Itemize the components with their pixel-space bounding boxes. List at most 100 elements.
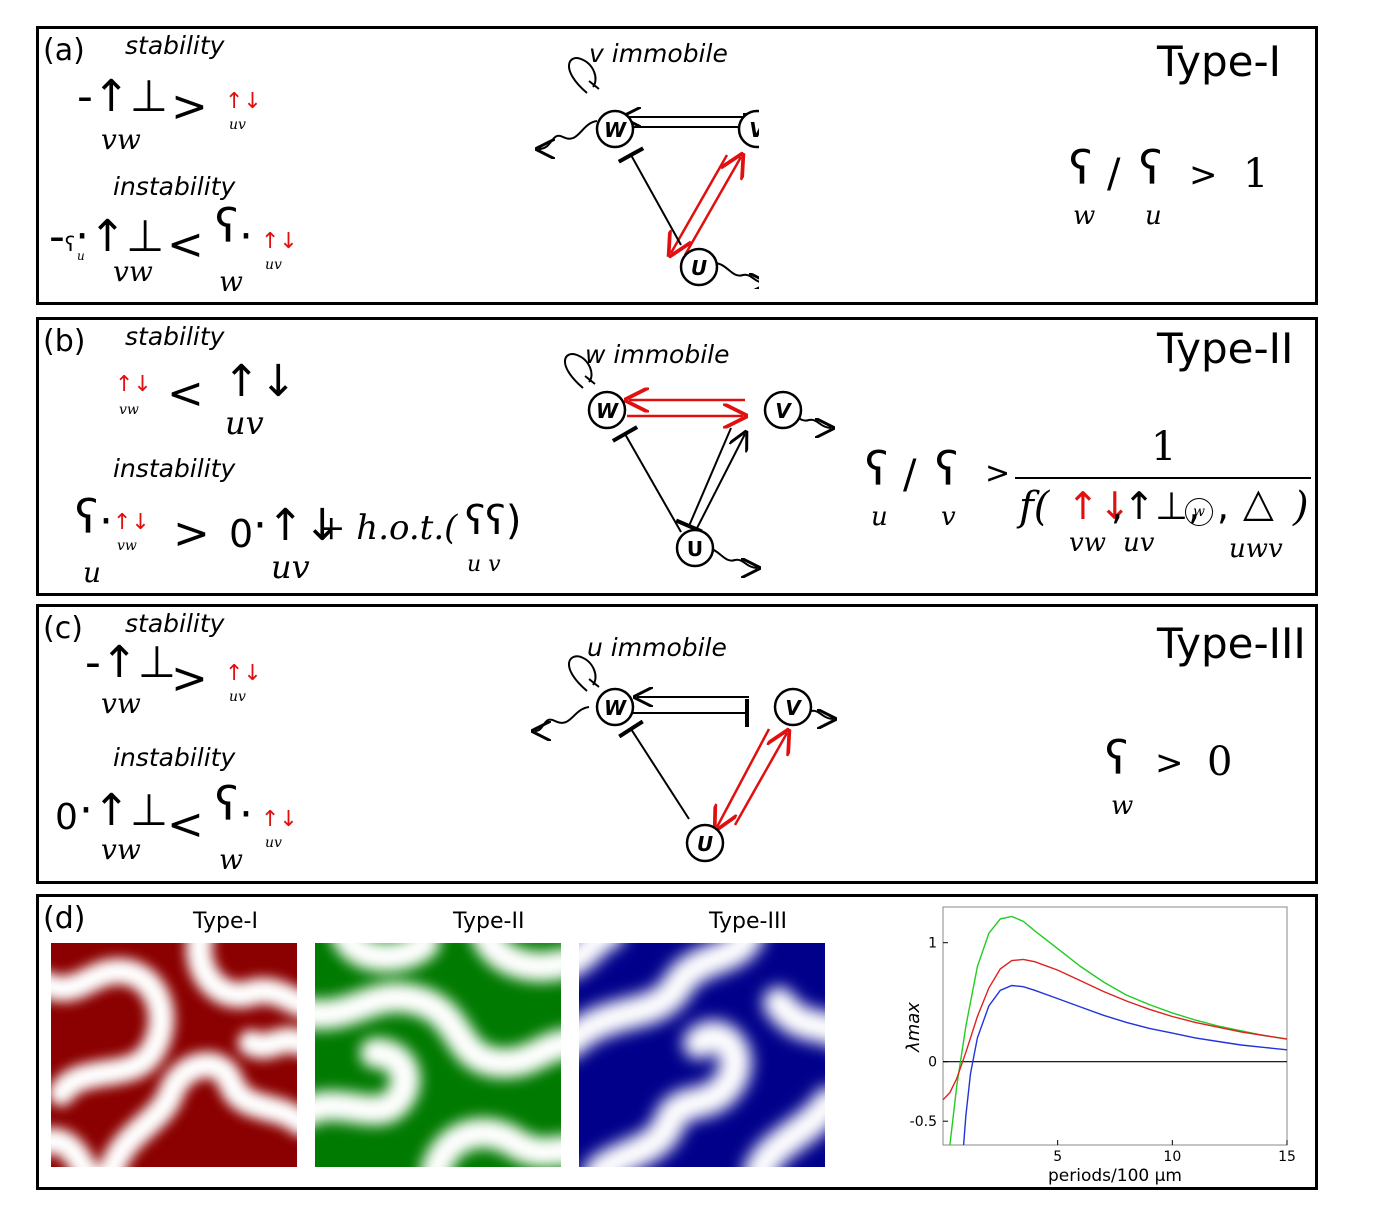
mutual-activation-symbol: ↑↓ xyxy=(225,661,262,686)
stability-heading: stability xyxy=(125,322,225,351)
instability-heading: instability xyxy=(113,172,236,201)
v-activates-u-edge xyxy=(717,728,771,827)
type-i-pattern-image xyxy=(51,943,297,1167)
subscript: vw xyxy=(117,538,137,554)
subscript: uv xyxy=(271,548,310,586)
subscript: uv xyxy=(229,689,246,705)
subscript: w xyxy=(219,265,243,298)
subscript: u xyxy=(1145,201,1162,231)
greater-than-sign: > xyxy=(171,81,208,132)
type-title: Type-I xyxy=(1157,37,1282,86)
subscript: uwv xyxy=(1229,534,1283,564)
comma: , xyxy=(1217,484,1230,528)
node-v xyxy=(763,390,803,430)
zero-coefficient: 0 xyxy=(229,512,254,556)
greater-than-sign: > xyxy=(985,456,1011,491)
panel-b: (b) stability instability Type-II w immo… xyxy=(36,317,1318,596)
x-tick-label: 5 xyxy=(1053,1149,1062,1165)
network-diagram: W V U xyxy=(564,353,839,590)
series-line-1 xyxy=(949,915,1288,1146)
less-than-sign: < xyxy=(167,219,204,270)
node-v xyxy=(737,109,759,149)
u-inhibits-w-edge xyxy=(617,146,682,246)
self-inhibition-loop xyxy=(568,655,597,692)
subscript: vw xyxy=(1069,528,1106,558)
y-tick-label: 1 xyxy=(928,936,937,952)
panel-c: (c) stability instability Type-III u imm… xyxy=(36,604,1318,884)
v-inhibits-u-edge xyxy=(675,427,732,534)
subscript: u xyxy=(871,502,888,532)
y-axis-label: λmax xyxy=(903,1002,924,1053)
subscript: vw xyxy=(101,833,141,866)
u-diffusion-arrow xyxy=(710,261,759,283)
greater-than-sign: > xyxy=(171,653,208,704)
type-title: Type-III xyxy=(1157,619,1306,668)
immobile-label: u immobile xyxy=(587,633,727,662)
mutual-activation-symbol: ↑↓ xyxy=(225,89,262,114)
mutual-activation-symbol: ↑↓ xyxy=(1067,484,1131,528)
fraction-bar xyxy=(1015,477,1311,479)
chart-series xyxy=(942,915,1288,1146)
node-u xyxy=(685,823,725,863)
subscript: u xyxy=(77,249,85,263)
w-diffusion-arrow xyxy=(535,706,590,731)
node-w xyxy=(595,687,635,727)
subscript: u xyxy=(83,556,102,589)
diffusion-icon: ʕ xyxy=(865,442,889,496)
pattern-title: Type-I xyxy=(193,909,258,934)
pattern-title: Type-III xyxy=(709,909,787,934)
diffusion-icon: ʕ xyxy=(1139,141,1163,195)
diffusion-icon: ʕ xyxy=(1069,141,1093,195)
network-diagram: W V U xyxy=(499,655,839,863)
subscript: uv xyxy=(265,257,282,273)
dot-operator: · xyxy=(239,789,253,840)
subscript: uv xyxy=(225,404,264,442)
diffusion-pair-icon: ʕʕ) xyxy=(465,498,522,544)
function-f: f( xyxy=(1019,484,1050,530)
mutual-activation-symbol: ↑↓ xyxy=(113,510,150,535)
node-u-label: U xyxy=(691,256,707,280)
ratio-rhs: 0 xyxy=(1207,739,1233,785)
subscript: v xyxy=(941,502,956,532)
higher-order-terms: + h.o.t.( xyxy=(317,508,458,548)
subscript: u v xyxy=(467,552,501,577)
fraction-numerator: 1 xyxy=(1151,424,1177,470)
divide-sign: / xyxy=(903,452,917,498)
panel-d: (d) Type-I Type-II Type-III xyxy=(36,894,1318,1190)
y-tick-label: -0.5 xyxy=(910,1114,937,1130)
zero-coefficient: 0 xyxy=(55,797,78,838)
node-w-label: W xyxy=(596,399,619,423)
u-inhibits-w-edge xyxy=(611,425,682,533)
diffusion-icon: ʕ xyxy=(1105,731,1129,785)
mutual-activation-symbol: ↑↓ xyxy=(115,372,152,397)
x-tick-label: 15 xyxy=(1278,1149,1296,1165)
instability-lhs: -ʕ·↑⊥ xyxy=(49,211,165,262)
type-ii-pattern-image xyxy=(315,943,561,1167)
mutual-activation-symbol: ·↑↓ xyxy=(253,500,341,551)
greater-than-sign: > xyxy=(1155,743,1184,783)
u-diffusion-arrow xyxy=(702,546,757,568)
diffusion-icon: ʕ xyxy=(935,442,959,496)
subscript: uv xyxy=(229,117,246,133)
less-than-sign: < xyxy=(167,799,204,850)
self-inhibition-loop xyxy=(568,57,597,94)
greater-than-sign: > xyxy=(173,508,210,559)
dot-operator: · xyxy=(99,496,113,547)
type-iii-pattern-image xyxy=(579,943,825,1167)
subscript: vw xyxy=(113,255,153,288)
mutual-activation-symbol: ↑↓ xyxy=(261,807,298,832)
panel-label: (b) xyxy=(43,324,86,359)
panel-label: (c) xyxy=(43,611,83,646)
diffusion-icon: ʕ xyxy=(215,199,239,253)
diffusion-icon: ʕ xyxy=(215,777,239,831)
instability-heading: instability xyxy=(113,743,236,772)
subscript: w xyxy=(1111,791,1134,821)
subscript: vw xyxy=(119,402,139,418)
x-axis-label: periods/100 μm xyxy=(1048,1166,1182,1186)
dot-operator: · xyxy=(239,211,253,262)
immobile-label: v immobile xyxy=(589,39,728,68)
mutual-activation-symbol: ↑↓ xyxy=(223,356,297,407)
network-diagram: W V U xyxy=(499,57,759,289)
